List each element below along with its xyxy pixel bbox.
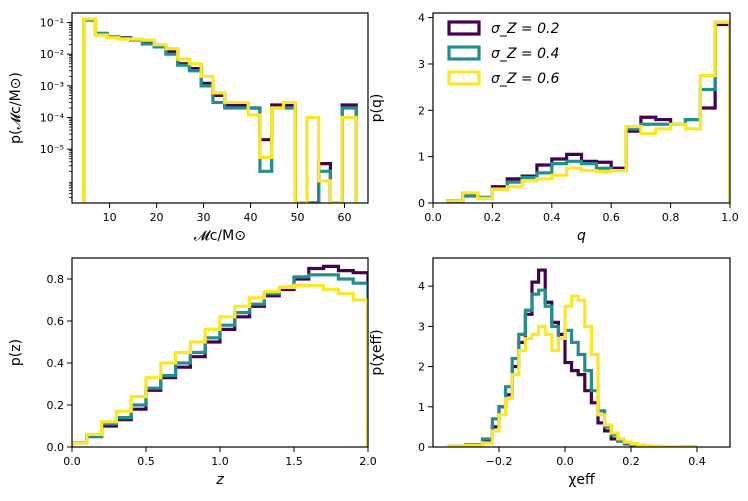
y-tick-label: 1 [418,151,425,164]
series-group [446,20,730,203]
series-group [447,268,697,447]
y-tick-label: 10⁻⁴ [40,112,65,125]
x-tick-label: 0.2 [484,211,502,224]
hist-mc-s02 [82,18,358,203]
x-tick-label: 20 [150,211,164,224]
x-axis-label: χeff [568,472,595,488]
legend-label-s06: σ_Z = 0.6 [491,71,559,87]
y-axis-label: p(𝓜c/M⊙) [8,72,24,144]
legend: σ_Z = 0.2 σ_Z = 0.4 σ_Z = 0.6 [447,20,559,87]
x-axis-label: q [577,228,586,244]
x-tick-label: 1.0 [721,211,739,224]
legend-swatch-s02 [447,20,481,36]
y-tick-label: 0 [418,441,425,454]
x-tick-label: −0.2 [486,455,513,468]
y-tick-label: 3 [418,58,425,71]
panel-q: 0.0 0.2 0.4 0.6 0.8 1.0 0 1 2 3 4 q p(q) [369,12,739,244]
y-tick-label: 2 [418,104,425,117]
legend-swatch-s04 [447,45,481,61]
y-tick-label: 0.4 [47,357,65,370]
x-tick-label: 0.4 [688,455,706,468]
x-axis-label: z [215,472,224,488]
legend-label-s02: σ_Z = 0.2 [491,21,559,37]
hist-mc-s06 [82,17,358,203]
hist-z-s06 [72,283,368,447]
x-tick-label: 1.5 [285,455,303,468]
x-tick-label: 0.2 [622,455,640,468]
x-tick-label: 0.0 [63,455,81,468]
y-tick-label: 2 [418,361,425,374]
y-tick-label: 0.0 [47,441,65,454]
y-tick-label: 0.2 [47,399,65,412]
y-axis-label: p(χeff) [369,329,385,375]
panel-mc: 10 20 30 40 50 60 10⁻¹ 10⁻² 10⁻³ 10⁻⁴ 10⁻⁵ 𝓜c/M⊙ p(𝓜… [8,12,369,244]
series-group [72,264,368,447]
legend-label-s04: σ_Z = 0.4 [491,46,559,62]
x-tick-label: 10 [103,211,117,224]
y-tick-label: 0.6 [47,315,65,328]
hist-chi-s06 [447,294,697,447]
y-axis-label: p(z) [8,339,24,366]
y-tick-label: 10⁻³ [40,80,64,93]
y-tick-label: 0.8 [47,273,65,286]
x-tick-label: 0.4 [543,211,561,224]
panel-chi: −0.2 0.0 0.2 0.4 0 1 2 3 4 χeff p(χeff) [369,257,731,488]
x-tick-label: 60 [338,211,352,224]
axes-frame [432,12,731,204]
x-axis-label: 𝓜c/M⊙ [194,228,246,244]
y-tick-label: 10⁻¹ [40,17,64,30]
x-tick-label: 30 [197,211,211,224]
x-tick-label: 2.0 [359,455,377,468]
legend-swatch-s06 [447,70,481,86]
y-tick-label: 10⁻² [40,48,64,61]
hist-chi-s04 [447,288,697,447]
y-tick-label: 0 [418,197,425,210]
x-tick-label: 0.5 [137,455,155,468]
hist-mc-s04 [82,18,358,203]
axes-frame [71,12,369,204]
x-tick-label: 0.6 [602,211,620,224]
y-tick-label: 10⁻⁵ [40,143,64,156]
x-tick-label: 1.0 [211,455,229,468]
x-tick-label: 0.0 [556,455,574,468]
x-tick-label: 50 [291,211,305,224]
x-tick-label: 40 [244,211,258,224]
y-axis-label: p(q) [369,94,385,123]
y-tick-label: 1 [418,401,425,414]
series-group [82,17,358,203]
y-tick-label: 4 [418,12,425,25]
y-tick-label: 4 [418,280,425,293]
x-tick-label: 0.8 [662,211,680,224]
y-tick-label: 3 [418,320,425,333]
panel-z: 0.0 0.5 1.0 1.5 2.0 0.0 0.2 0.4 0.6 0.8 z p(z) [8,257,377,488]
axes-frame [432,257,731,448]
hist-q-s06 [446,20,730,203]
x-tick-label: 0.0 [424,211,442,224]
